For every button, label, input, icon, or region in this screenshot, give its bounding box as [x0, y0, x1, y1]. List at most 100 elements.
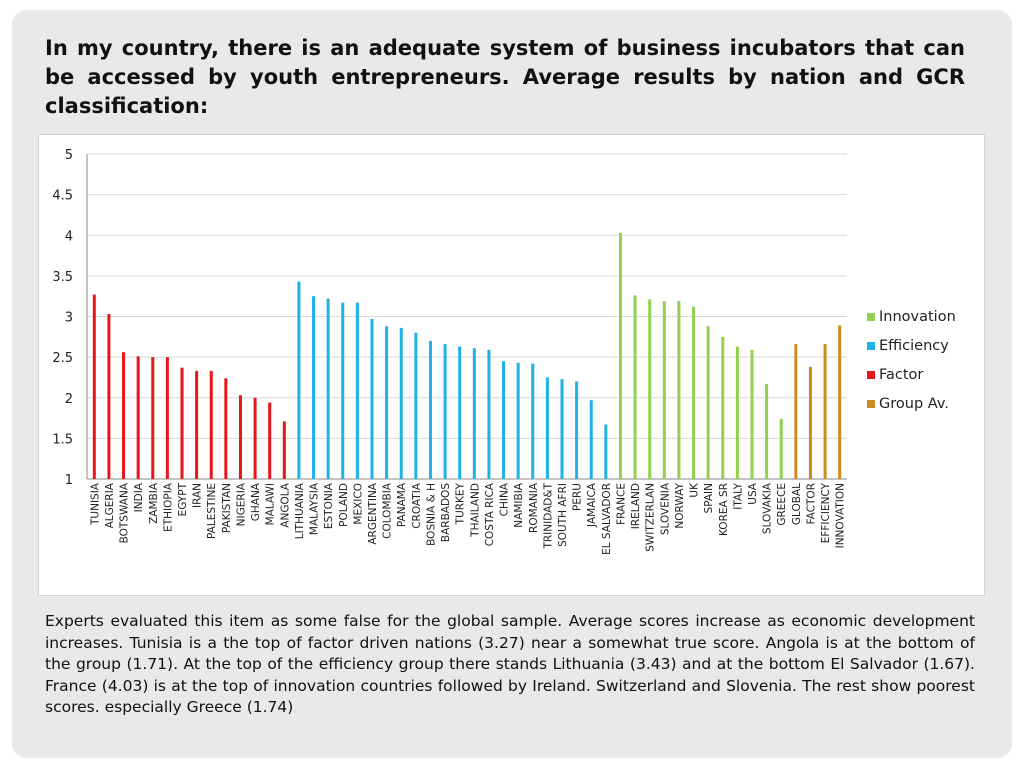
legend-swatch	[867, 400, 875, 408]
y-tick-label: 3	[65, 311, 73, 326]
x-tick-label: FRANCE	[615, 483, 627, 525]
x-tick-label: BOSNIA & H	[425, 483, 437, 546]
x-tick-label: MALAYSIA	[309, 482, 321, 535]
bar	[238, 395, 242, 479]
x-tick-label: JAMAICA	[586, 482, 598, 528]
bar	[487, 349, 491, 479]
bar	[692, 306, 696, 479]
x-tick-label: USA	[747, 482, 759, 505]
bar	[779, 418, 783, 479]
x-tick-label: KOREA SR	[718, 483, 730, 536]
x-tick-label: SLOVENIA	[659, 482, 671, 535]
bar	[297, 281, 301, 479]
bar	[151, 357, 155, 479]
bar	[750, 349, 754, 479]
x-tick-label: BOTSWANA	[119, 482, 131, 543]
y-tick-label: 1	[65, 473, 73, 488]
bar	[794, 344, 798, 479]
x-tick-label: ANGOLA	[279, 482, 291, 528]
x-tick-label: CROATIA	[411, 482, 423, 529]
x-tick-label: NORWAY	[674, 482, 686, 528]
x-tick-label: ARGENTINA	[367, 482, 379, 544]
bar	[370, 318, 374, 479]
x-tick-label: ETHIOPIA	[162, 482, 174, 532]
bar	[648, 299, 652, 479]
y-tick-label: 5	[65, 148, 73, 163]
x-tick-label: PERU	[572, 483, 584, 511]
bar	[312, 296, 316, 479]
x-tick-label: GLOBAL	[791, 483, 803, 525]
bar	[589, 400, 593, 479]
bar	[604, 424, 608, 479]
x-tick-label: EL SALVADOR	[601, 483, 613, 555]
y-tick-label: 4	[65, 229, 73, 244]
bar	[326, 298, 330, 479]
bar	[224, 378, 228, 479]
bar	[414, 332, 418, 479]
x-tick-label: IRELAND	[630, 483, 642, 529]
legend-label: Efficiency	[879, 338, 949, 354]
x-tick-label: PANAMA	[396, 482, 408, 527]
x-tick-label: COSTA RICA	[484, 482, 496, 546]
x-tick-label: EFFICIENCY	[820, 482, 832, 543]
y-tick-label: 2.5	[52, 351, 73, 366]
legend-swatch	[867, 371, 875, 379]
bar	[253, 397, 257, 479]
bar	[633, 295, 637, 479]
bar	[765, 383, 769, 479]
x-tick-label: THAILAND	[469, 483, 481, 538]
bar	[282, 421, 286, 479]
x-tick-label: IRAN	[192, 483, 204, 508]
bar	[545, 377, 549, 479]
bar	[618, 232, 622, 479]
bar	[706, 326, 710, 479]
bar	[443, 344, 447, 479]
x-tick-label: BARBADOS	[440, 483, 452, 542]
x-tick-label: INNOVATION	[835, 483, 847, 548]
chart-container: 1 1.5 2 2.5 3 3.5 4 4.5 5 TUNISIA ALGERIA BOTSWANA I…	[38, 134, 985, 596]
legend-label: Innovation	[879, 309, 956, 325]
bar	[209, 370, 213, 479]
x-tick-label: FACTOR	[805, 483, 817, 524]
x-tick-label: UK	[689, 482, 701, 498]
slide-body-text: Experts evaluated this item as some fals…	[45, 612, 975, 716]
bar	[180, 367, 184, 479]
x-tick-label: TUNISIA	[89, 482, 101, 526]
legend-swatch	[867, 342, 875, 350]
legend-label: Group Av.	[879, 396, 949, 412]
y-tick-label: 1.5	[52, 432, 73, 447]
bar	[341, 302, 345, 479]
bar	[122, 352, 126, 479]
bar	[136, 356, 140, 479]
bar	[516, 362, 520, 479]
bar	[735, 346, 739, 479]
x-tick-label: CHINA	[499, 482, 511, 516]
x-tick-label: SPAIN	[703, 483, 715, 513]
bar	[165, 357, 169, 479]
bar	[428, 340, 432, 479]
bar	[823, 344, 827, 479]
bar	[531, 363, 535, 479]
slide-title: In my country, there is an adequate syst…	[45, 36, 965, 118]
bar	[92, 294, 96, 479]
x-tick-label: MEXICO	[352, 483, 364, 525]
x-tick-label: GREECE	[776, 483, 788, 526]
x-tick-label: COLOMBIA	[382, 482, 394, 539]
y-tick-label: 3.5	[52, 270, 73, 285]
x-tick-label: LITHUANIA	[294, 482, 306, 539]
x-tick-label: EGYPT	[177, 482, 189, 516]
bar	[385, 326, 389, 479]
bar	[662, 301, 666, 479]
bar	[355, 302, 359, 479]
bar	[808, 366, 812, 479]
x-tick-label: ESTONIA	[323, 482, 335, 529]
x-tick-label: SLOVAKIA	[762, 482, 774, 534]
bar	[677, 301, 681, 479]
bar	[472, 348, 476, 479]
x-tick-label: ROMANIA	[528, 482, 540, 533]
bar	[721, 336, 725, 479]
y-tick-label: 4.5	[52, 189, 73, 204]
x-tick-label: INDIA	[133, 482, 145, 512]
y-tick-label: 2	[65, 392, 73, 407]
x-tick-label: GHANA	[250, 482, 262, 521]
